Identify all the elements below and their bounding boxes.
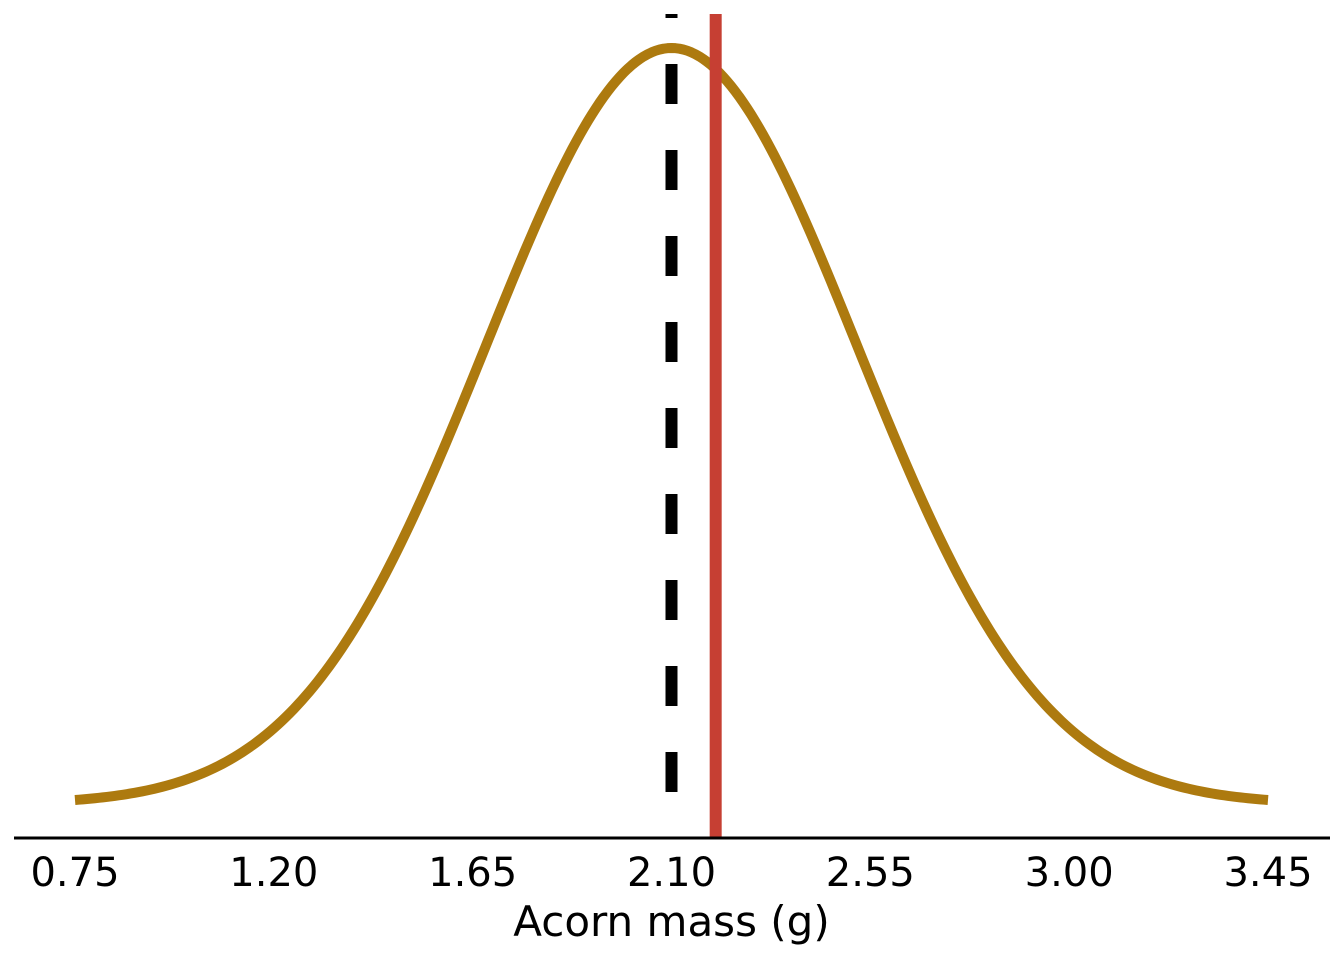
x-tick-label: 2.10 [627,850,716,896]
x-axis-title: Acorn mass (g) [513,897,829,946]
density-curve-0 [73,43,1270,805]
x-tick-label: 1.20 [229,850,318,896]
x-axis-ticks: 0.75 1.20 1.65 2.10 2.55 3.00 3.45 [30,850,1312,896]
plot-area [73,14,1270,838]
x-tick-label: 3.45 [1223,850,1312,896]
x-tick-label: 0.75 [30,850,119,896]
x-tick-label: 3.00 [1025,850,1114,896]
x-tick-label: 1.65 [428,850,517,896]
x-tick-label: 2.55 [826,850,915,896]
